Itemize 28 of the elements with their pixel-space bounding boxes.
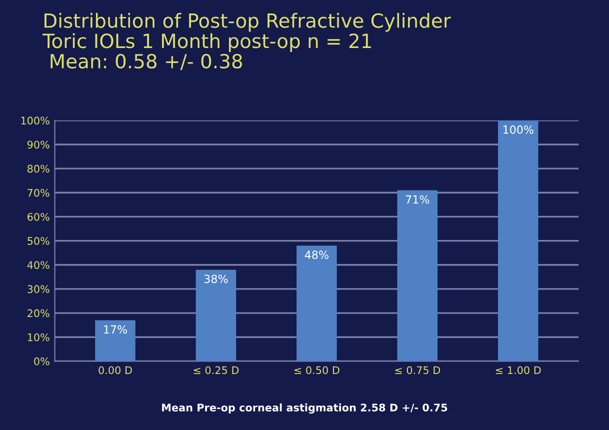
y-tick-label: 20% [28, 309, 50, 318]
y-tick-label: 0% [34, 357, 50, 366]
bar [296, 246, 337, 362]
bar [498, 120, 538, 362]
data-label: 48% [304, 250, 328, 260]
y-tick-label: 50% [28, 237, 50, 245]
data-label: 38% [204, 274, 228, 284]
y-tick-label: 30% [28, 285, 50, 294]
data-label: 100% [503, 125, 534, 134]
data-label: 17% [104, 325, 127, 334]
y-tick-label: 90% [27, 140, 50, 149]
x-tick-label: ≤ 1.00 D [496, 366, 541, 374]
x-tick-label: ≤ 0.25 D [194, 366, 239, 374]
bar [196, 270, 236, 362]
chart-title: Distribution of Post-op Refractive Cylinder Toric IOLs 1 Month post-op n = 21 Mean: 0.58 +/- 0.38 [42, 12, 451, 70]
data-label: 71% [406, 195, 430, 204]
x-tick-label: ≤ 0.75 D [395, 366, 440, 374]
bar [397, 190, 438, 362]
y-tick-label: 60% [28, 212, 50, 221]
y-tick-label: 70% [28, 188, 50, 197]
x-tick-label: ≤ 0.50 D [294, 366, 340, 374]
y-tick-label: 40% [27, 261, 50, 269]
y-tick-label: 80% [28, 164, 50, 173]
y-tick-label: 10% [28, 333, 50, 342]
bar [95, 320, 136, 362]
y-tick-label: 100% [21, 116, 50, 125]
text: Mean Pre-op corneal astigmation 2.58 D +/- 0.75 [162, 403, 448, 414]
x-tick-label: 0.00 D [98, 366, 132, 374]
